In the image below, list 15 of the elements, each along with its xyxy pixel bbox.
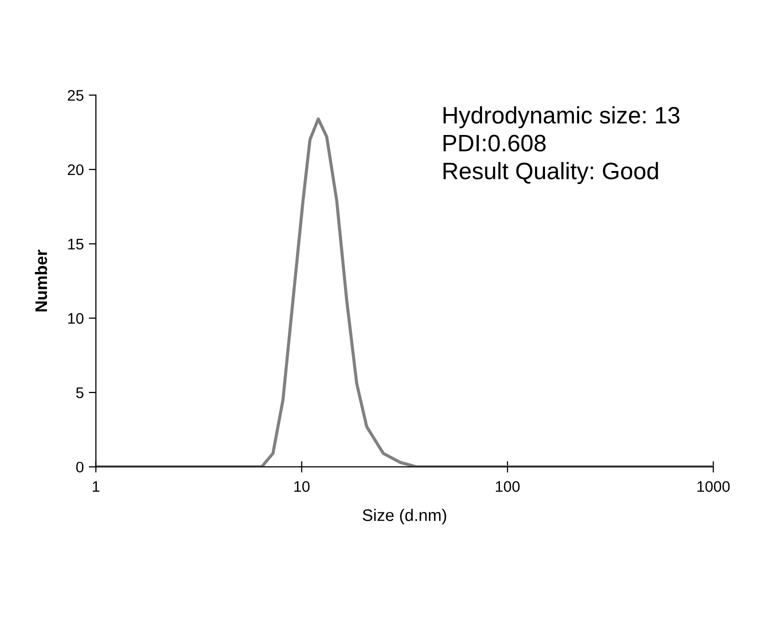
x-tick-label: 1 — [92, 481, 100, 492]
annotation: PDI:0.608 — [444, 134, 546, 152]
y-tick-label: 5 — [76, 388, 84, 398]
x-axis-title: Size (d.nm) — [362, 508, 446, 524]
x-tick-label: 1000 — [697, 481, 730, 492]
annotation: Hydrodynamic size: 13 — [444, 106, 680, 128]
y-tick-label: 0 — [76, 462, 84, 473]
annotation: Result Quality: Good — [444, 162, 658, 184]
y-tick-label: 15 — [68, 238, 84, 250]
x-tick-label: 100 — [496, 481, 520, 492]
y-tick-label: 25 — [68, 90, 84, 101]
y-tick-label: 10 — [68, 313, 84, 324]
y-tick-label: 20 — [68, 164, 84, 176]
y-axis-title: Number — [34, 250, 48, 312]
x-tick-label: 10 — [294, 481, 310, 492]
